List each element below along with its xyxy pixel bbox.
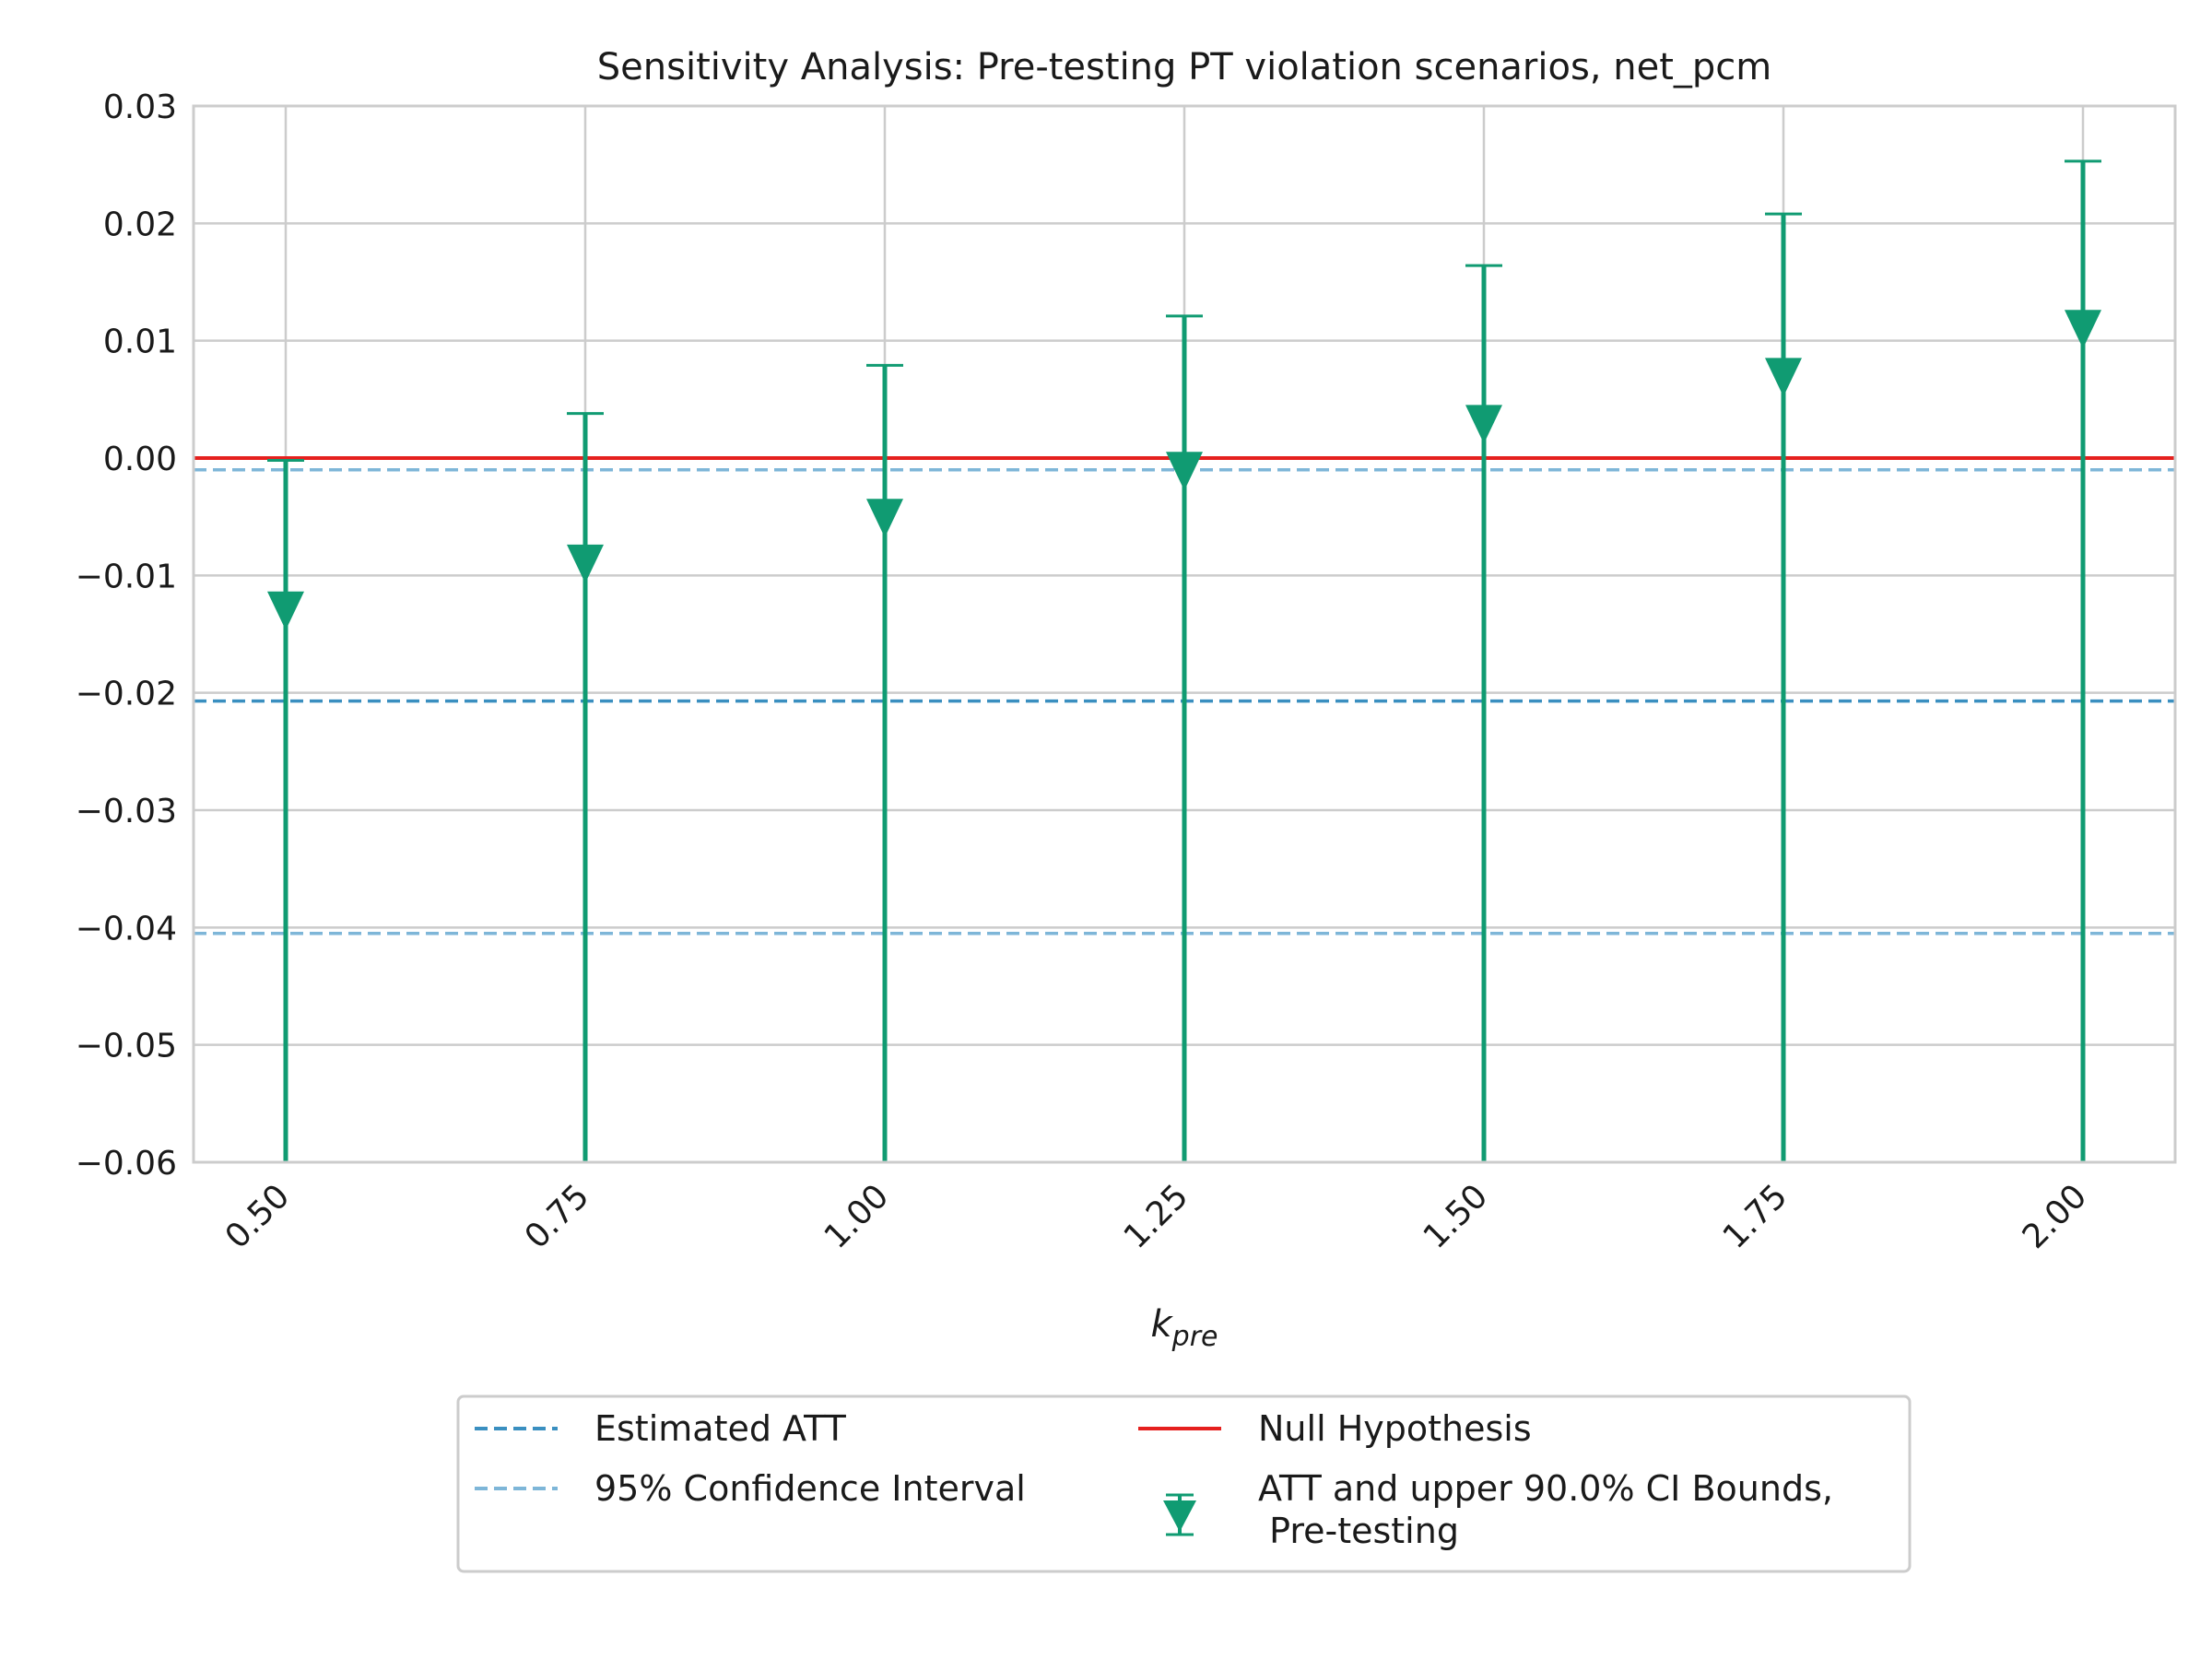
y-tick-label-3: 0.00 xyxy=(103,441,177,478)
plot-frame xyxy=(192,104,2177,1164)
att-marker-1.50 xyxy=(1465,405,1502,444)
y-tick-label-9: −0.06 xyxy=(76,1145,177,1182)
legend-label-confidence-interval: 95% Confidence Interval xyxy=(594,1468,1026,1509)
legend: Estimated ATT 95% Confidence Interval Nu… xyxy=(456,1394,1912,1573)
y-tick-label-1: 0.02 xyxy=(103,206,177,243)
y-tick-label-4: −0.01 xyxy=(76,558,177,595)
att-marker-0.50 xyxy=(267,591,304,630)
chart-title: Sensitivity Analysis: Pre-testing PT vio… xyxy=(597,46,1771,88)
y-tick-labels: 0.03 0.02 0.01 0.00 −0.01 −0.02 −0.03 −0.04 −0.0… xyxy=(76,88,177,1182)
att-marker-1.00 xyxy=(866,499,903,538)
legend-label-null-hypothesis: Null Hypothesis xyxy=(1258,1408,1532,1449)
legend-box xyxy=(456,1394,1912,1573)
att-marker-1.25 xyxy=(1166,452,1203,491)
y-tick-label-8: −0.05 xyxy=(76,1028,177,1065)
x-axis-label-base: k xyxy=(1150,1303,1173,1346)
legend-label-att-bounds-line2: Pre-testing xyxy=(1258,1511,1459,1551)
y-tick-label-6: −0.03 xyxy=(76,793,177,830)
att-marker-0.75 xyxy=(567,544,604,583)
y-tick-label-5: −0.02 xyxy=(76,676,177,713)
legend-label-att-bounds: ATT and upper 90.0% CI Bounds, Pre-testi… xyxy=(1258,1468,1844,1551)
legend-swatch-att-errorbar xyxy=(1163,1493,1196,1536)
x-axis-label-subscript: pre xyxy=(1171,1321,1218,1353)
att-marker-1.75 xyxy=(1765,358,1802,397)
legend-label-estimated-att: Estimated ATT xyxy=(594,1408,847,1449)
x-axis-label: kpre xyxy=(1150,1303,1218,1353)
att-marker-2.00 xyxy=(2065,310,2101,349)
errorbar-series xyxy=(267,159,2101,1162)
y-tick-label-0: 0.03 xyxy=(103,88,177,126)
legend-label-att-bounds-line1: ATT and upper 90.0% CI Bounds, xyxy=(1258,1468,1833,1509)
y-tick-label-7: −0.04 xyxy=(76,910,177,947)
y-tick-label-2: 0.01 xyxy=(103,324,177,361)
